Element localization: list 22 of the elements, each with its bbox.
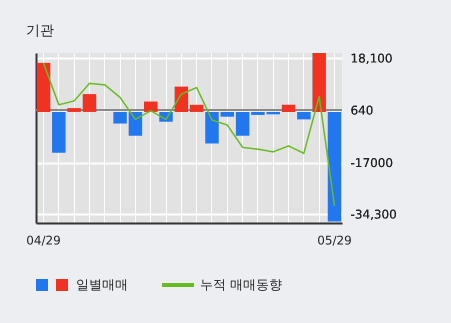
y-tick-label: 18,100 <box>350 52 392 66</box>
bar <box>174 86 188 112</box>
bar <box>312 53 326 112</box>
y-tick-label: -34,300 <box>350 208 397 222</box>
line-series <box>42 62 336 207</box>
bar <box>205 112 219 144</box>
bar <box>328 112 342 222</box>
bar <box>297 112 311 120</box>
legend-label: 누적 매매동향 <box>200 277 282 294</box>
bar <box>220 112 234 117</box>
x-tick-label: 04/29 <box>26 234 61 248</box>
bar <box>282 104 296 112</box>
bar <box>52 112 66 153</box>
y-tick-label: 640 <box>350 104 374 118</box>
y-tick-label: -17000 <box>350 156 394 170</box>
x-tick-label: 05/29 <box>317 234 352 248</box>
bar <box>266 112 280 114</box>
bar <box>190 104 204 112</box>
legend-label: 일별매매 <box>76 277 128 294</box>
chart-title: 기관 <box>26 23 54 40</box>
bar <box>144 102 158 112</box>
bar <box>36 62 50 112</box>
